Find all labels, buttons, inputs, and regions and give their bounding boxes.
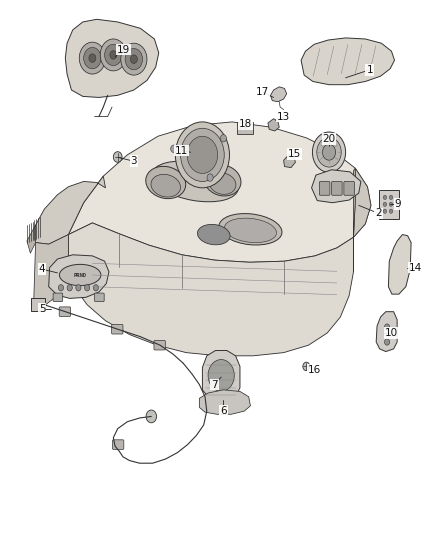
Circle shape [207,174,213,181]
Ellipse shape [60,264,101,286]
Ellipse shape [219,214,282,245]
FancyBboxPatch shape [154,341,165,350]
Polygon shape [202,351,240,400]
Text: 4: 4 [39,264,46,274]
Circle shape [85,285,90,291]
Polygon shape [27,225,35,253]
Polygon shape [271,87,287,102]
Circle shape [110,51,117,59]
Circle shape [113,152,122,163]
Polygon shape [311,169,361,203]
Text: 5: 5 [39,304,46,314]
Ellipse shape [224,218,276,243]
Circle shape [171,145,177,152]
Circle shape [79,42,106,74]
Polygon shape [301,38,395,85]
Polygon shape [68,223,353,356]
Circle shape [84,47,101,69]
Circle shape [180,128,224,181]
Text: 2: 2 [375,208,381,219]
Circle shape [58,285,64,291]
Polygon shape [376,312,397,352]
FancyBboxPatch shape [113,440,124,449]
Text: 15: 15 [287,149,301,159]
Polygon shape [68,122,371,262]
Polygon shape [353,168,355,272]
Polygon shape [268,119,279,131]
FancyBboxPatch shape [95,293,104,302]
Ellipse shape [198,224,230,245]
FancyBboxPatch shape [59,307,71,317]
Ellipse shape [209,173,236,195]
Text: 20: 20 [322,134,336,144]
Circle shape [385,339,390,345]
Polygon shape [35,176,106,244]
Circle shape [187,136,218,173]
Circle shape [240,126,242,130]
Circle shape [131,55,138,63]
Circle shape [303,362,310,370]
Circle shape [317,138,341,167]
Circle shape [312,132,346,172]
Text: 13: 13 [277,111,290,122]
Circle shape [93,285,99,291]
Circle shape [125,49,143,70]
Ellipse shape [146,166,186,199]
FancyBboxPatch shape [112,325,123,334]
Text: 3: 3 [131,156,137,166]
FancyBboxPatch shape [53,293,63,302]
Circle shape [322,144,336,160]
Polygon shape [284,155,295,167]
FancyBboxPatch shape [379,190,399,219]
Polygon shape [33,235,68,310]
Circle shape [220,134,226,142]
Text: 18: 18 [239,119,252,129]
Circle shape [67,285,72,291]
Circle shape [121,43,147,75]
Circle shape [389,202,393,206]
Circle shape [383,209,387,213]
Polygon shape [389,235,411,294]
Text: 7: 7 [211,379,218,390]
Circle shape [76,285,81,291]
Polygon shape [199,390,251,414]
Circle shape [175,122,230,188]
Circle shape [383,202,387,206]
Circle shape [389,209,393,213]
Circle shape [385,324,390,330]
Circle shape [105,44,122,66]
Text: 19: 19 [117,45,131,54]
Text: 11: 11 [175,146,188,156]
Circle shape [383,195,387,199]
FancyBboxPatch shape [237,122,253,134]
FancyBboxPatch shape [31,298,45,311]
Text: PRND: PRND [74,272,87,278]
Polygon shape [353,168,371,237]
Text: 10: 10 [385,328,398,338]
Polygon shape [49,255,109,298]
FancyBboxPatch shape [319,181,330,195]
Circle shape [208,360,234,391]
Text: 6: 6 [220,406,227,416]
Text: 17: 17 [256,87,269,97]
Text: 9: 9 [395,199,401,209]
Ellipse shape [204,165,241,196]
Circle shape [389,195,393,199]
Polygon shape [65,19,159,98]
Ellipse shape [152,161,238,202]
Circle shape [146,410,156,423]
Circle shape [100,39,127,71]
FancyBboxPatch shape [344,181,354,195]
Text: 16: 16 [307,365,321,375]
Ellipse shape [151,174,180,197]
Circle shape [245,126,247,130]
Text: 1: 1 [366,65,373,75]
Text: 14: 14 [409,263,422,272]
Circle shape [89,54,96,62]
FancyBboxPatch shape [332,181,342,195]
